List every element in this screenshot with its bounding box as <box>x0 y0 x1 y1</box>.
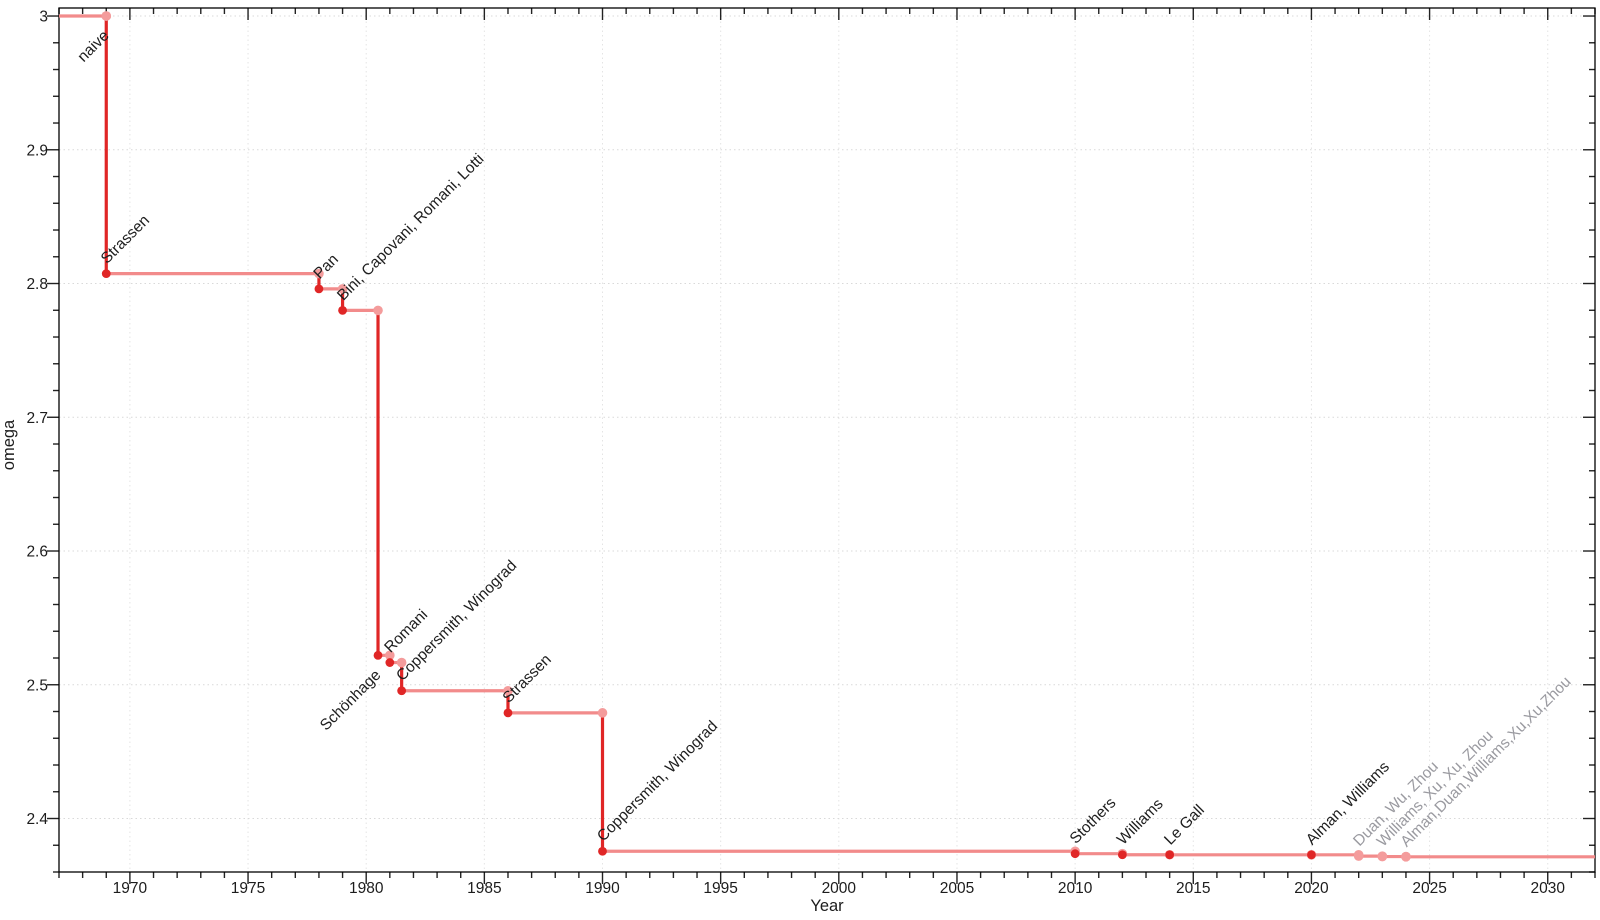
x-tick-label: 2005 <box>940 880 974 897</box>
point-label: Le Gall <box>1161 802 1208 849</box>
previous-bound-marker <box>373 305 383 316</box>
previous-bound-marker <box>1401 852 1411 862</box>
previous-bound-marker <box>1377 851 1388 862</box>
x-tick-label: 2030 <box>1530 880 1565 897</box>
previous-bound-marker <box>1353 851 1364 861</box>
y-tick-label: 3 <box>39 9 48 26</box>
x-tick-label: 1995 <box>703 880 737 897</box>
gridlines <box>59 8 1595 872</box>
point-label: Williams <box>1114 795 1167 848</box>
x-tick-label: 2020 <box>1294 880 1329 897</box>
record-point-marker <box>373 650 383 660</box>
x-tick-label: 2015 <box>1176 880 1210 897</box>
axis-ticks <box>47 8 1596 884</box>
y-tick-label: 2.8 <box>26 276 48 293</box>
record-point-marker <box>503 708 513 718</box>
record-point-marker <box>385 658 395 667</box>
previous-bound-marker <box>385 650 395 661</box>
point-label: Coppersmith, Winograd <box>594 718 721 845</box>
y-tick-label: 2.9 <box>26 142 48 159</box>
data-point-markers <box>101 11 1411 862</box>
omega-step-line <box>59 14 1595 859</box>
y-tick-label: 2.4 <box>26 811 48 828</box>
tick-labels: 1970 1975 1980 1985 1990 1995 2000 2005 2010 2015… <box>26 9 1565 897</box>
point-label: Strassen <box>499 651 554 706</box>
point-label: Stothers <box>1067 794 1120 847</box>
previous-bound-marker <box>396 657 407 668</box>
record-point-marker <box>1070 849 1080 859</box>
record-point-marker <box>397 686 407 696</box>
record-point-marker <box>314 284 324 294</box>
previous-bound-marker <box>337 284 348 294</box>
x-tick-label: 1990 <box>585 880 620 897</box>
x-axis-title: Year <box>810 897 844 915</box>
y-tick-label: 2.7 <box>26 410 48 427</box>
previous-bound-marker <box>503 685 513 696</box>
record-point-marker <box>1165 850 1175 860</box>
x-tick-label: 2010 <box>1058 880 1093 897</box>
record-point-marker <box>101 269 111 279</box>
record-point-marker <box>1117 850 1127 860</box>
point-label: Williams, Xu, Xu, Zhou <box>1374 727 1497 850</box>
record-point-marker <box>1307 850 1316 860</box>
x-tick-label: 1980 <box>349 880 384 897</box>
x-tick-label: 1970 <box>113 880 148 897</box>
previous-bound-marker <box>314 268 324 279</box>
y-tick-label: 2.6 <box>26 544 48 561</box>
x-tick-label: 2000 <box>822 880 857 897</box>
point-label: Schönhage <box>317 667 384 734</box>
plot-border <box>58 7 1596 873</box>
y-axis-title: omega <box>0 419 18 470</box>
point-label: Pan <box>310 251 342 283</box>
x-tick-label: 1975 <box>231 880 265 897</box>
x-tick-label: 2025 <box>1412 880 1446 897</box>
y-tick-label: 2.5 <box>26 677 48 694</box>
record-point-marker <box>598 846 607 856</box>
previous-bound-marker <box>101 11 112 21</box>
point-label: Bini, Capovani, Romani, Lotti <box>334 151 487 304</box>
previous-bound-marker <box>597 708 608 718</box>
x-tick-label: 1985 <box>467 880 501 897</box>
record-point-marker <box>338 306 347 315</box>
